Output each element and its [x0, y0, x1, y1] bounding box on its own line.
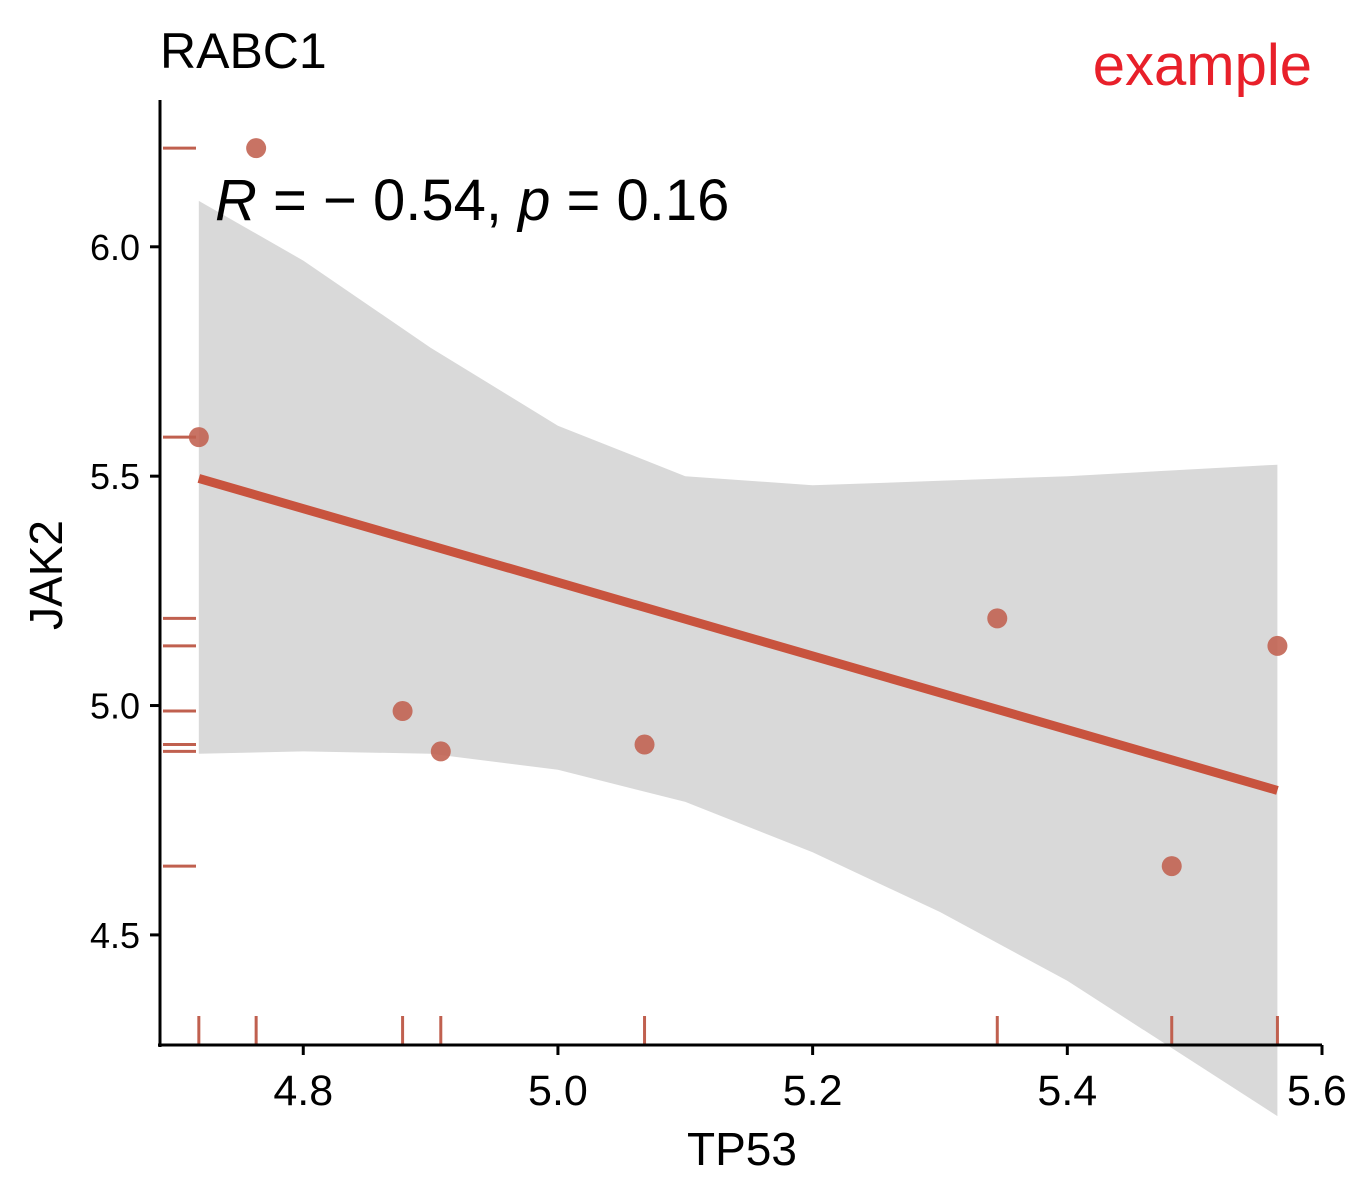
data-point-7	[1161, 856, 1182, 877]
p-symbol: p	[516, 168, 550, 233]
x-tick-label: 5.6	[1287, 1067, 1347, 1115]
x-tick-label: 5.0	[528, 1067, 588, 1115]
data-point-4	[430, 741, 451, 762]
x-tick-label: 5.2	[783, 1067, 843, 1115]
y-tick-label: 5.5	[90, 456, 140, 497]
y-tick-label: 5.0	[90, 686, 140, 727]
regression-line	[197, 474, 1279, 795]
data-point-3	[392, 701, 413, 722]
x-tick-label: 5.4	[1037, 1067, 1097, 1115]
data-point-1	[188, 427, 209, 448]
correlation-annotation: R = − 0.54, p = 0.16	[215, 168, 729, 233]
data-point-2	[246, 138, 267, 159]
confidence-band	[198, 200, 1278, 1117]
data-point-6	[987, 608, 1008, 629]
data-point-5	[634, 734, 655, 755]
chart-title: RABC1	[160, 23, 327, 79]
data-point-8	[1267, 635, 1288, 656]
r-symbol: R	[215, 168, 257, 233]
r-value: = − 0.54,	[257, 168, 518, 233]
x-axis-label: TP53	[687, 1123, 797, 1175]
p-value: = 0.16	[550, 168, 729, 233]
x-tick-label: 4.8	[273, 1067, 333, 1115]
y-tick-label: 6.0	[90, 227, 140, 268]
y-axis-label: JAK2	[20, 520, 72, 630]
watermark-text: example	[1092, 33, 1312, 98]
y-tick-label: 4.5	[90, 915, 140, 956]
